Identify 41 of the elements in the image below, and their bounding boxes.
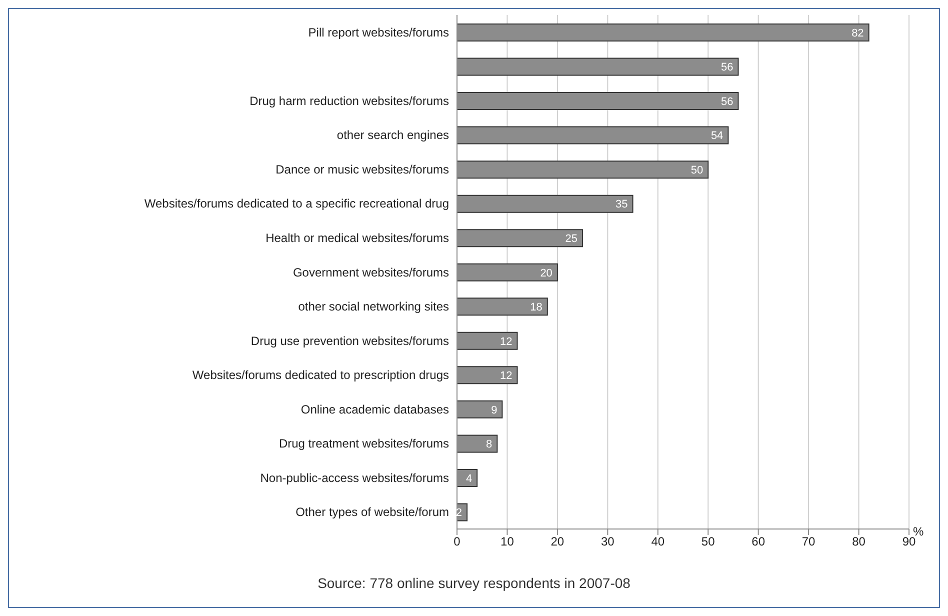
y-tick-label: Health or medical websites/forums xyxy=(266,230,449,245)
data-label: 12 xyxy=(500,370,512,382)
x-tick-label: 60 xyxy=(752,534,766,549)
data-label: 50 xyxy=(690,164,704,176)
x-tick-label: 80 xyxy=(852,534,866,549)
data-label: 2 xyxy=(456,507,462,520)
data-label: 82 xyxy=(852,27,864,40)
y-tick-label: Drug harm reduction websites/forums xyxy=(250,94,449,108)
data-label: 18 xyxy=(530,302,542,314)
x-tick-label: 70 xyxy=(802,534,816,549)
data-label: 56 xyxy=(720,62,734,74)
x-axis-title: % xyxy=(913,524,924,538)
x-tick-label: 50 xyxy=(701,534,716,549)
data-label: 4 xyxy=(466,472,472,485)
data-label: 20 xyxy=(540,267,552,280)
y-tick-label: Non-public-access websites/forums xyxy=(260,470,449,485)
data-label: 56 xyxy=(720,96,734,108)
x-tick-label: 30 xyxy=(600,534,615,549)
y-tick-label: other social networking sites xyxy=(298,300,449,314)
y-tick-label: Pill report websites/forums xyxy=(308,25,449,40)
data-label: 35 xyxy=(616,198,628,211)
y-tick-label: Dance or music websites/forums xyxy=(276,162,449,176)
data-label: 54 xyxy=(710,130,724,142)
data-label: 25 xyxy=(565,233,578,246)
data-label: 9 xyxy=(491,404,498,416)
x-tick-label: 20 xyxy=(550,534,564,549)
x-tick-label: 10 xyxy=(500,534,514,549)
y-tick-label: Drug use prevention websites/forums xyxy=(250,334,449,348)
data-label: 12 xyxy=(500,336,512,348)
y-tick-label: Other types of website/forum xyxy=(296,505,449,520)
y-tick-label: Online academic databases xyxy=(300,402,449,416)
y-tick-label: Drug treatment websites/forums xyxy=(278,436,449,451)
y-tick-label: Websites/forums dedicated to a specific recreational drug xyxy=(144,196,449,211)
x-tick-label: 40 xyxy=(651,534,665,549)
y-tick-label: other search engines xyxy=(336,128,449,142)
source-note: Source: 778 online survey respondents in 2007-08 xyxy=(316,575,632,591)
data-label: 8 xyxy=(486,438,492,451)
x-tick-label: 0 xyxy=(454,534,461,549)
y-tick-label: Websites/forums dedicated to prescription drugs xyxy=(192,368,449,382)
x-tick-label: 90 xyxy=(902,534,916,549)
y-tick-label: Government websites/forums xyxy=(292,265,449,280)
